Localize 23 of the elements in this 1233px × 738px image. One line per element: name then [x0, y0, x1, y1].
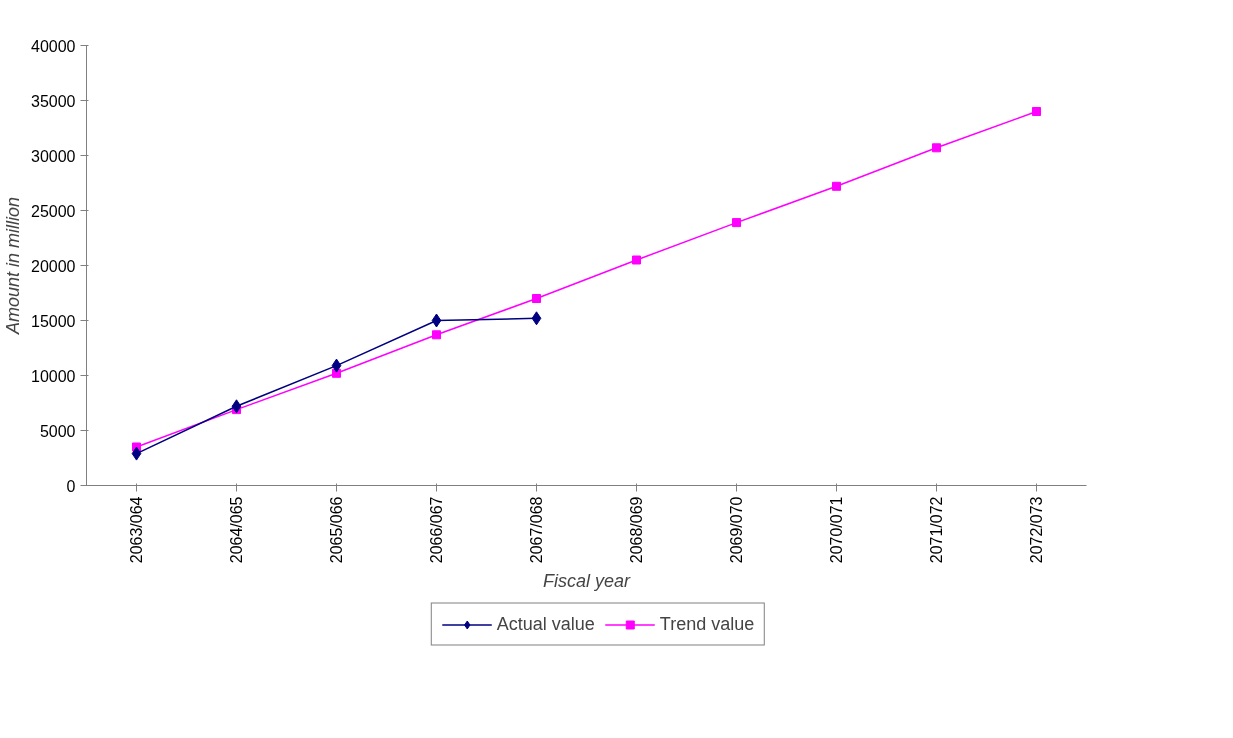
x-tick-label: 2067/068 [528, 496, 545, 564]
x-tick-label: 2070/071 [828, 496, 845, 564]
x-axis-title: Fiscal year [542, 571, 632, 592]
y-tick-label: 30000 [31, 147, 76, 165]
x-tick-label: 2066/067 [428, 496, 445, 564]
y-tick-label: 25000 [31, 202, 76, 220]
y-tick-label: 10000 [31, 367, 76, 385]
x-tick-label: 2069/070 [728, 496, 745, 564]
y-tick-label: 0 [66, 477, 76, 495]
x-tick-label: 2065/066 [328, 496, 345, 564]
legend-label: Trend value [659, 613, 755, 635]
y-tick-label: 20000 [31, 257, 76, 275]
y-axis-title: Amount in million [3, 196, 24, 336]
y-tick-label: 5000 [39, 422, 76, 440]
y-tick-label: 40000 [31, 37, 76, 55]
y-tick-label: 35000 [31, 92, 76, 110]
legend-label: Actual value [496, 613, 595, 635]
x-tick-label: 2071/072 [928, 496, 945, 564]
y-tick-label: 15000 [31, 312, 76, 330]
x-tick-label: 2068/069 [628, 496, 645, 564]
x-tick-label: 2063/064 [128, 496, 145, 564]
x-tick-label: 2064/065 [228, 496, 245, 564]
x-tick-label: 2072/073 [1028, 496, 1045, 564]
